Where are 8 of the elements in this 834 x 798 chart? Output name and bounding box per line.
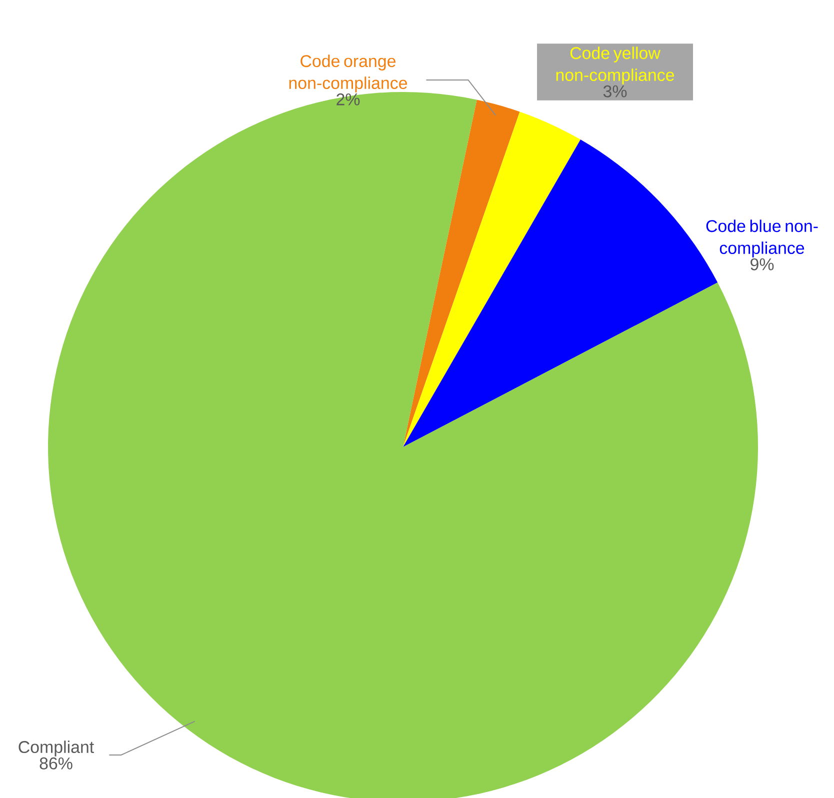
data-label: 3% (603, 85, 627, 98)
data-label: 2% (336, 93, 360, 106)
data-label: 9% (750, 258, 774, 270)
data-label: 86% (40, 757, 72, 770)
slice-label: Code blue non-compliance (706, 220, 818, 258)
slice-label: Compliant (18, 740, 94, 756)
slice-label: Code yellow non-compliance (556, 46, 674, 84)
slice-label: Code orange non-compliance (289, 54, 408, 92)
